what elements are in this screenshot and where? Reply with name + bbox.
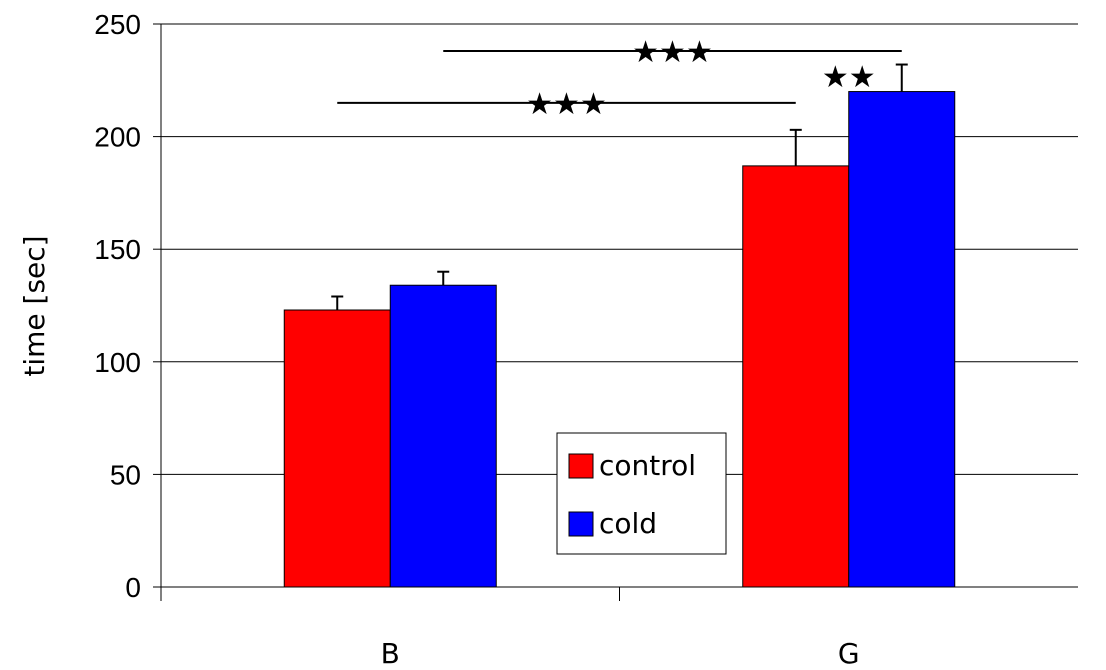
y-axis-title: time [sec] [18, 235, 51, 376]
bar-B-control [283, 309, 391, 588]
y-tick-label: 0 [125, 572, 141, 603]
significance-annotations: ★★★★★★★★ [337, 35, 902, 122]
legend: control cold [556, 432, 727, 555]
significance-stars: ★★★ [632, 35, 713, 70]
legend-label-control: control [599, 449, 696, 482]
x-category-label: G [838, 637, 860, 670]
y-tick-label: 100 [94, 347, 141, 378]
bar-B-cold [389, 284, 497, 588]
legend-swatch-control [568, 453, 594, 479]
x-category-label: B [381, 637, 400, 670]
legend-swatch-cold [568, 511, 594, 537]
y-tick-label: 150 [94, 234, 141, 265]
significance-stars: ★★★ [526, 87, 607, 122]
legend-label-cold: cold [599, 507, 657, 540]
y-tick-label: 50 [110, 459, 141, 490]
y-tick-label: 250 [94, 9, 141, 40]
y-tick-label: 200 [94, 122, 141, 153]
axes: 0 50 100 150 200 250 B G [94, 9, 1078, 670]
bar-G-control [742, 165, 850, 588]
bars [283, 63, 956, 588]
bar-G-cold [848, 91, 956, 588]
significance-stars: ★★ [822, 60, 876, 95]
